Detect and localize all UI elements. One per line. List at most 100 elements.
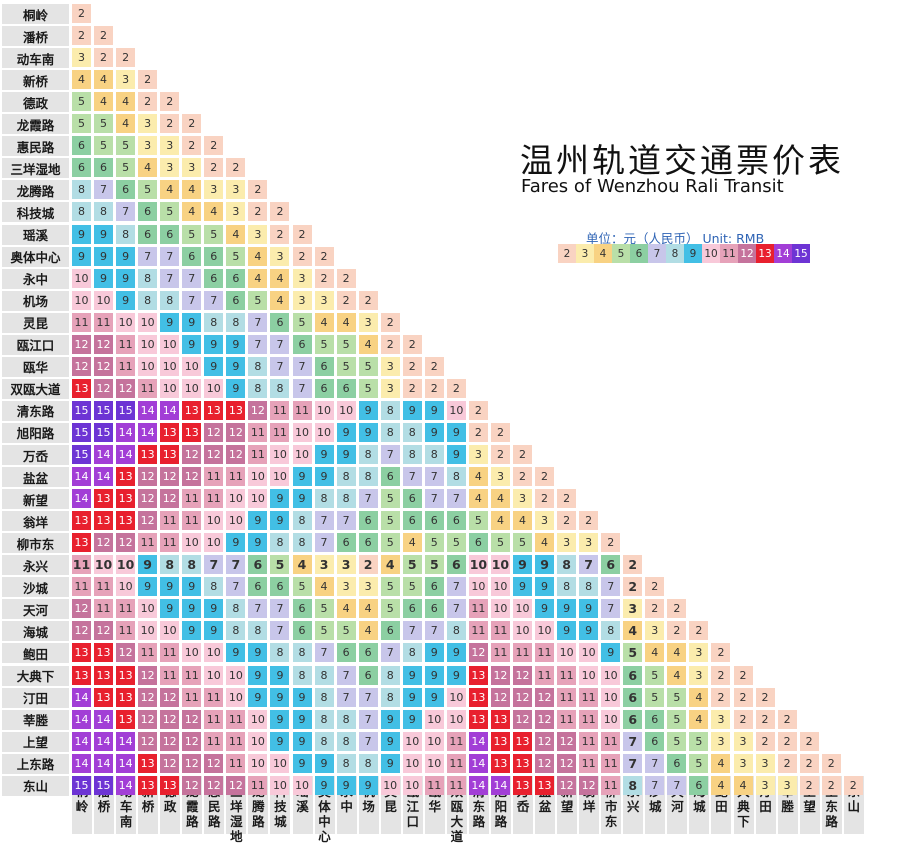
fare-cell: 5 [402, 577, 422, 597]
fare-cell: 8 [336, 467, 356, 487]
fare-cell: 7 [248, 599, 268, 619]
fare-cell: 6 [402, 511, 422, 531]
fare-cell: 9 [446, 422, 466, 442]
fare-cell: 6 [292, 334, 312, 354]
fare-cell: 7 [270, 356, 290, 376]
row-label: 鲍田 [2, 643, 69, 664]
fare-cell: 2 [667, 621, 687, 641]
fare-cell: 2 [513, 445, 532, 464]
fare-cell: 13 [182, 422, 202, 442]
fare-cell: 9 [424, 400, 444, 420]
fare-cell: 2 [535, 467, 555, 487]
fare-cell: 11 [292, 400, 312, 420]
fare-cell: 5 [468, 511, 488, 531]
fare-cell: 8 [226, 312, 246, 332]
fare-cell: 2 [292, 246, 312, 266]
fare-cell: 2 [733, 687, 753, 707]
fare-cell: 5 [292, 312, 312, 332]
fare-cell: 4 [733, 775, 753, 795]
fare-cell: 11 [557, 665, 577, 685]
fare-cell: 14 [94, 445, 114, 464]
fare-cell: 5 [623, 643, 643, 663]
fare-cell: 4 [226, 224, 246, 244]
fare-cell: 4 [689, 687, 709, 707]
legend-swatch: 6 [630, 244, 648, 263]
fare-cell: 12 [72, 599, 91, 619]
legend-swatch: 10 [702, 244, 720, 263]
fare-cell: 12 [204, 775, 224, 795]
fare-cell: 11 [116, 356, 136, 376]
fare-cell: 10 [446, 400, 466, 420]
fare-cell: 10 [72, 268, 91, 288]
fare-cell: 14 [468, 775, 488, 795]
fare-cell: 9 [292, 731, 312, 751]
fare-cell: 3 [535, 511, 555, 531]
fare-cell: 13 [204, 400, 224, 420]
fare-cell: 3 [226, 202, 246, 222]
fare-cell: 8 [292, 643, 312, 663]
fare-cell: 10 [160, 334, 180, 354]
fare-cell: 6 [402, 489, 422, 509]
fare-cell: 13 [468, 709, 488, 729]
fare-cell: 9 [579, 599, 599, 619]
fare-cell: 13 [468, 665, 488, 685]
fare-cell: 12 [94, 356, 114, 376]
fare-cell: 2 [821, 753, 841, 773]
row-label: 海城 [2, 621, 69, 642]
fare-cell: 10 [182, 533, 202, 553]
fare-cell: 6 [601, 555, 621, 575]
fare-cell: 10 [204, 378, 224, 398]
fare-cell: 10 [380, 775, 400, 795]
fare-cell: 5 [248, 290, 268, 310]
fare-cell: 11 [204, 709, 224, 729]
fare-cell: 2 [490, 445, 510, 464]
fare-cell: 7 [270, 621, 290, 641]
fare-cell: 10 [204, 665, 224, 685]
fare-cell: 2 [645, 599, 665, 619]
fare-cell: 6 [380, 621, 400, 641]
fare-cell: 12 [138, 467, 158, 487]
fare-cell: 11 [601, 731, 621, 751]
fare-cell: 10 [270, 775, 290, 795]
fare-cell: 2 [579, 511, 599, 531]
fare-cell: 14 [160, 400, 180, 420]
fare-cell: 11 [579, 731, 599, 751]
legend-swatch: 4 [594, 244, 612, 263]
fare-cell: 9 [535, 555, 555, 575]
fare-cell: 14 [72, 709, 91, 729]
fare-cell: 3 [645, 621, 665, 641]
fare-cell: 11 [601, 753, 621, 773]
fare-cell: 8 [446, 467, 466, 487]
fare-cell: 4 [468, 489, 488, 509]
fare-cell: 8 [138, 268, 158, 288]
fare-cell: 4 [292, 555, 312, 575]
fare-cell: 9 [358, 422, 378, 442]
fare-cell: 10 [292, 445, 312, 464]
fare-cell: 6 [138, 202, 158, 222]
fare-cell: 7 [248, 334, 268, 354]
fare-cell: 9 [336, 445, 356, 464]
fare-cell: 9 [292, 467, 312, 487]
fare-cell: 9 [557, 621, 577, 641]
fare-cell: 3 [689, 643, 709, 663]
fare-cell: 4 [468, 467, 488, 487]
fare-cell: 10 [468, 555, 488, 575]
fare-cell: 10 [579, 643, 599, 663]
fare-cell: 12 [138, 511, 158, 531]
fare-cell: 8 [292, 533, 312, 553]
fare-cell: 10 [204, 643, 224, 663]
fare-cell: 7 [204, 290, 224, 310]
fare-cell: 10 [226, 665, 246, 685]
fare-cell: 10 [204, 533, 224, 553]
fare-cell: 2 [755, 687, 775, 707]
fare-cell: 10 [490, 577, 510, 597]
fare-cell: 3 [711, 709, 731, 729]
fare-cell: 11 [160, 533, 180, 553]
fare-cell: 12 [226, 445, 246, 464]
fare-cell: 7 [380, 445, 400, 464]
fare-cell: 6 [226, 268, 246, 288]
fare-cell: 13 [116, 511, 136, 531]
fare-cell: 14 [94, 753, 114, 773]
fare-cell: 7 [292, 378, 312, 398]
fare-cell: 10 [72, 290, 91, 310]
